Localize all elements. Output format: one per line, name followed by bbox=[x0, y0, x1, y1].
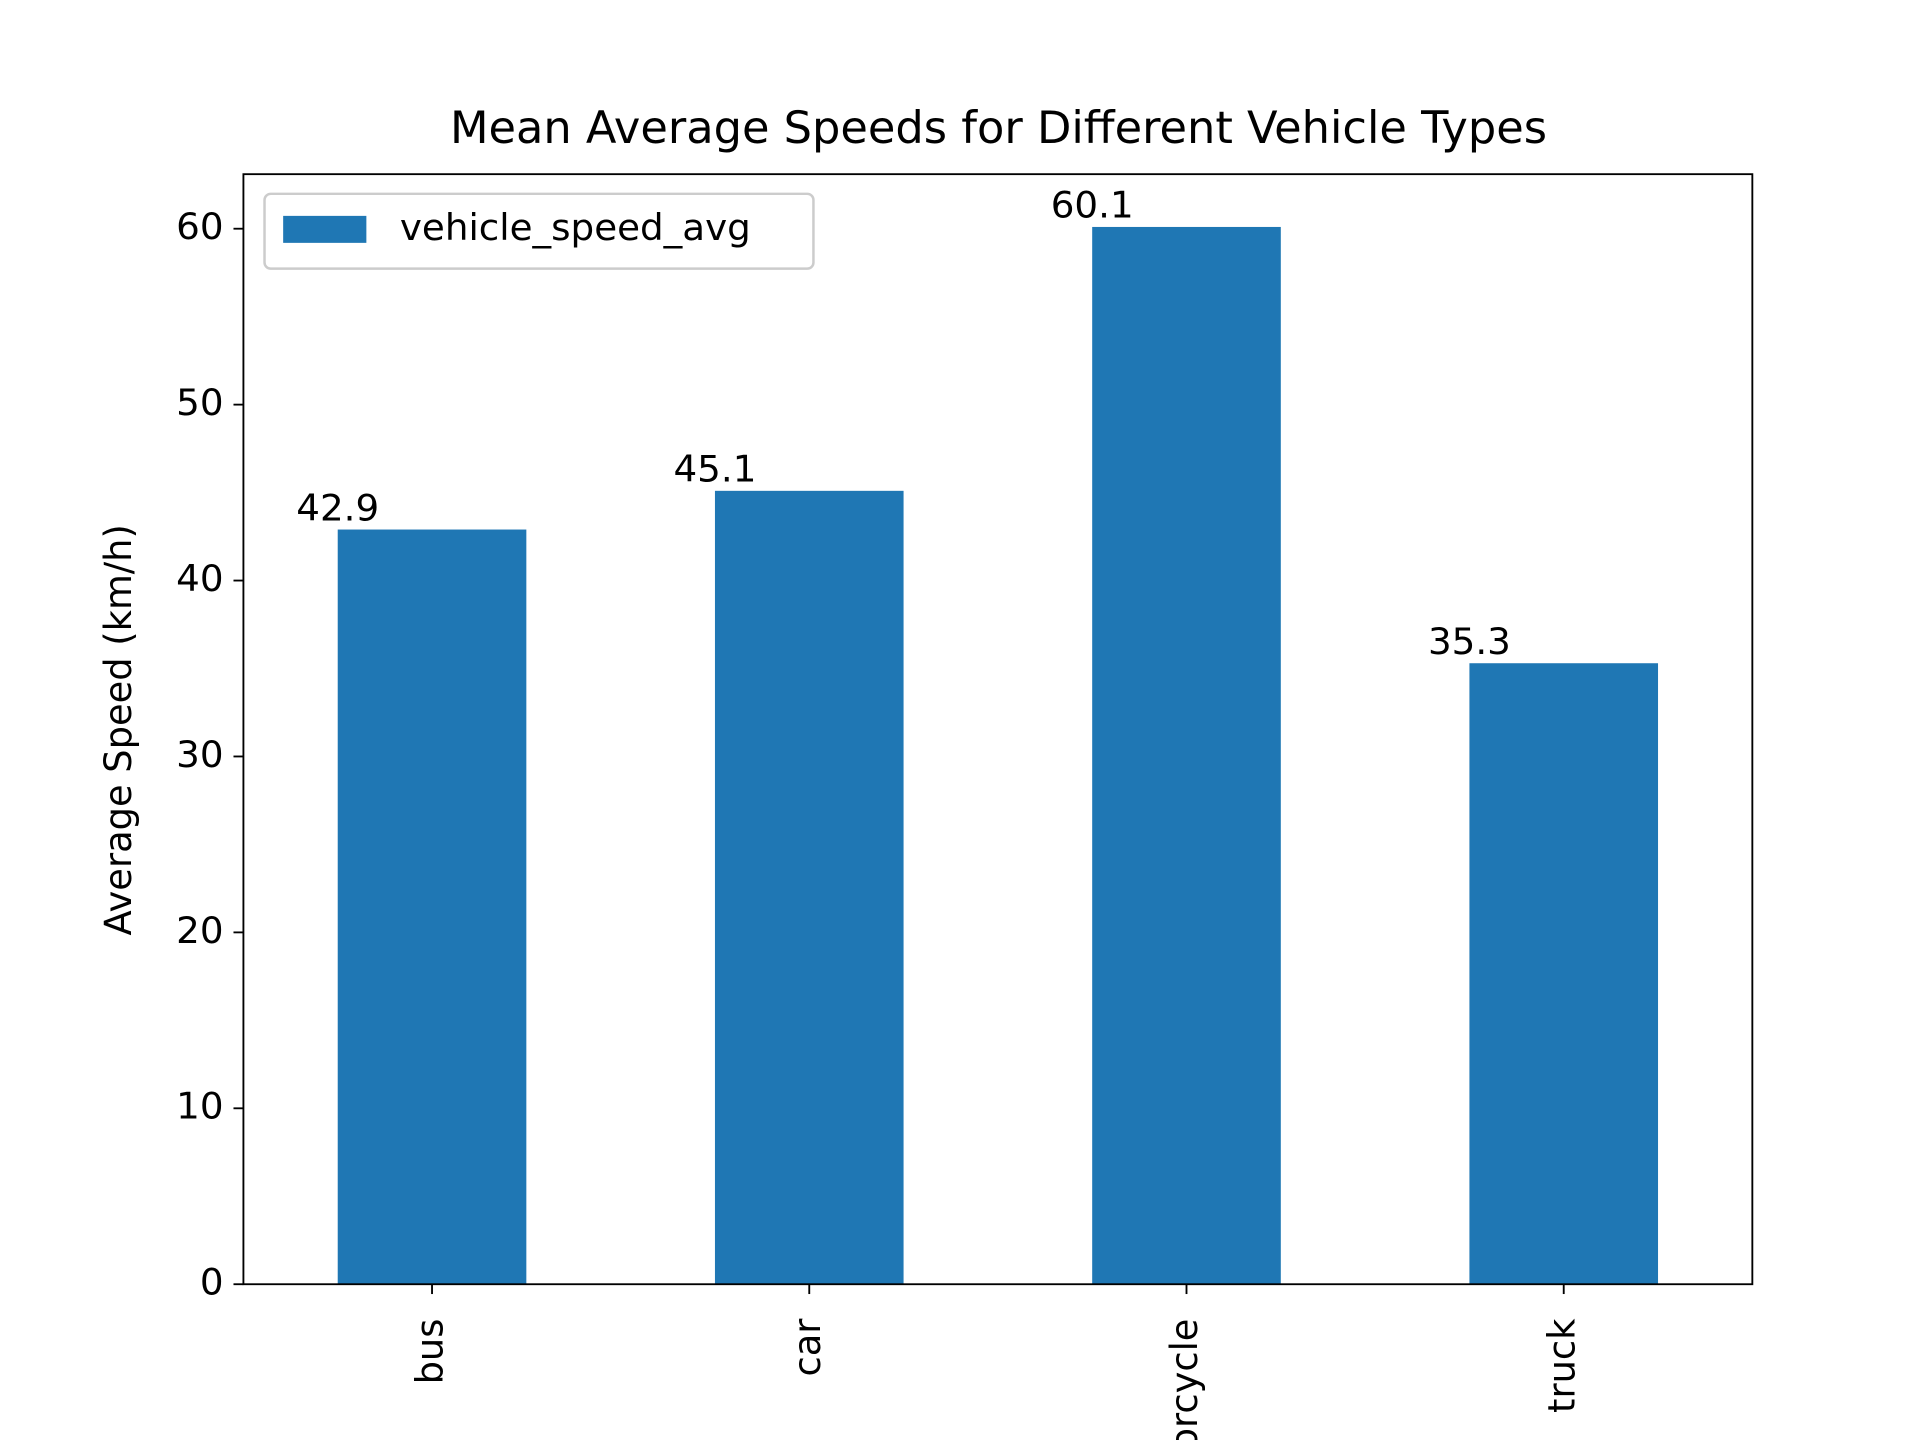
y-tick-label: 40 bbox=[176, 557, 223, 600]
y-tick-label: 0 bbox=[200, 1261, 224, 1304]
y-tick-label: 50 bbox=[176, 381, 223, 424]
legend-box bbox=[263, 192, 815, 270]
legend-swatch bbox=[283, 215, 367, 243]
legend-label: vehicle_speed_avg bbox=[400, 206, 751, 249]
bar bbox=[1469, 663, 1659, 1285]
y-tick-label: 30 bbox=[176, 733, 223, 776]
chart-title: Mean Average Speeds for Different Vehicl… bbox=[450, 103, 1547, 154]
value-label: 42.9 bbox=[296, 487, 379, 530]
bar bbox=[337, 529, 527, 1285]
bar bbox=[714, 490, 904, 1285]
y-tick-label: 10 bbox=[176, 1085, 223, 1128]
x-tick-label: truck bbox=[1540, 1318, 1583, 1413]
value-label: 35.3 bbox=[1428, 620, 1511, 663]
y-axis-label: Average Speed (km/h) bbox=[97, 524, 140, 935]
y-tick-label: 20 bbox=[176, 909, 223, 952]
y-tick-label: 60 bbox=[176, 205, 223, 248]
bar bbox=[1092, 226, 1281, 1285]
x-tick-label: motorcycle bbox=[1163, 1319, 1206, 1440]
x-tick-label: car bbox=[786, 1318, 829, 1377]
value-label: 45.1 bbox=[673, 448, 756, 491]
x-tick-label: bus bbox=[408, 1319, 451, 1385]
value-label: 60.1 bbox=[1051, 184, 1134, 227]
plot-frame bbox=[242, 173, 1754, 1286]
